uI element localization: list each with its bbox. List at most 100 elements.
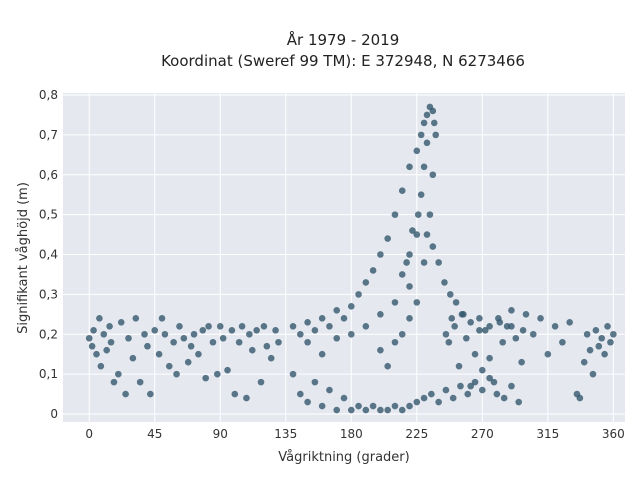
data-point <box>176 322 183 330</box>
data-point <box>391 299 399 306</box>
data-point <box>460 311 467 318</box>
y-tick-label: 0,4 <box>39 248 58 262</box>
data-point <box>272 326 279 334</box>
data-point <box>289 370 297 378</box>
data-point <box>184 358 192 366</box>
data-point <box>209 338 217 346</box>
data-point <box>267 354 275 362</box>
data-point <box>413 299 421 306</box>
data-point <box>235 338 243 346</box>
data-point <box>398 271 406 278</box>
data-point <box>147 390 154 398</box>
data-point <box>426 211 434 218</box>
y-tick-label: 0,1 <box>39 367 58 381</box>
data-point <box>413 147 421 155</box>
data-point <box>442 386 450 394</box>
data-point <box>333 334 341 342</box>
data-point <box>398 406 406 414</box>
data-point <box>551 322 559 330</box>
data-point <box>479 366 486 374</box>
data-point <box>515 398 523 406</box>
data-point <box>429 107 437 115</box>
data-point <box>180 334 188 342</box>
data-point <box>486 322 493 330</box>
data-point <box>544 350 552 358</box>
data-point <box>304 319 311 326</box>
data-point <box>289 322 297 330</box>
data-point <box>161 330 169 338</box>
data-point <box>260 322 268 330</box>
data-point <box>445 338 453 346</box>
data-point <box>508 307 515 314</box>
data-point <box>589 370 597 378</box>
data-point <box>486 354 493 362</box>
data-point <box>391 211 399 218</box>
data-point <box>446 291 454 298</box>
y-axis-title: Signifikant våghöjd (m) <box>16 182 31 334</box>
data-point <box>216 322 224 330</box>
data-point <box>228 326 236 334</box>
data-point <box>347 330 355 338</box>
data-point <box>304 398 311 406</box>
data-point <box>347 406 355 414</box>
data-point <box>537 315 544 322</box>
data-point <box>103 346 110 354</box>
data-point <box>398 330 406 338</box>
data-point <box>406 251 413 258</box>
data-point <box>429 171 437 179</box>
data-point <box>205 322 212 330</box>
data-point <box>340 394 348 402</box>
x-tick-label: 90 <box>213 427 228 441</box>
data-points <box>85 103 617 414</box>
data-point <box>122 390 129 398</box>
data-point <box>85 334 93 342</box>
data-point <box>136 378 144 386</box>
data-point <box>384 362 391 370</box>
data-point <box>406 163 413 171</box>
data-point <box>464 390 472 398</box>
data-point <box>231 390 239 398</box>
data-point <box>423 139 431 147</box>
data-point <box>158 315 166 322</box>
data-point <box>355 291 362 298</box>
x-tick-label: 225 <box>405 427 428 441</box>
data-point <box>499 338 506 346</box>
data-point <box>595 342 603 350</box>
data-point <box>141 330 148 338</box>
data-point <box>187 342 195 350</box>
data-point <box>170 338 177 346</box>
data-point <box>117 319 125 326</box>
data-point <box>97 362 105 370</box>
data-point <box>471 378 479 386</box>
data-point <box>417 131 425 139</box>
data-point <box>406 402 413 410</box>
data-point <box>607 338 614 346</box>
data-point <box>481 326 489 334</box>
data-point <box>219 334 227 342</box>
data-point <box>333 307 341 314</box>
x-tick-label: 315 <box>536 427 559 441</box>
data-point <box>476 315 483 322</box>
data-point <box>490 378 498 386</box>
data-point <box>107 338 115 346</box>
data-point <box>435 398 442 406</box>
y-tick-label: 0,8 <box>39 88 58 102</box>
data-point <box>463 334 470 342</box>
data-point <box>580 358 588 366</box>
data-point <box>155 350 163 358</box>
data-point <box>486 374 493 382</box>
data-point <box>384 235 391 242</box>
data-point <box>311 378 319 386</box>
data-point <box>448 315 456 322</box>
data-point <box>508 322 515 330</box>
data-point <box>110 378 118 386</box>
data-point <box>417 191 425 198</box>
data-point <box>93 350 100 358</box>
data-point <box>333 406 341 414</box>
data-point <box>326 386 333 394</box>
data-point <box>403 259 410 266</box>
data-point <box>467 382 474 390</box>
data-point <box>243 394 250 402</box>
data-point <box>304 338 311 346</box>
y-tick-labels: 0 0,1 0,2 0,3 0,4 0,5 0,6 0,7 0,8 <box>39 88 58 421</box>
